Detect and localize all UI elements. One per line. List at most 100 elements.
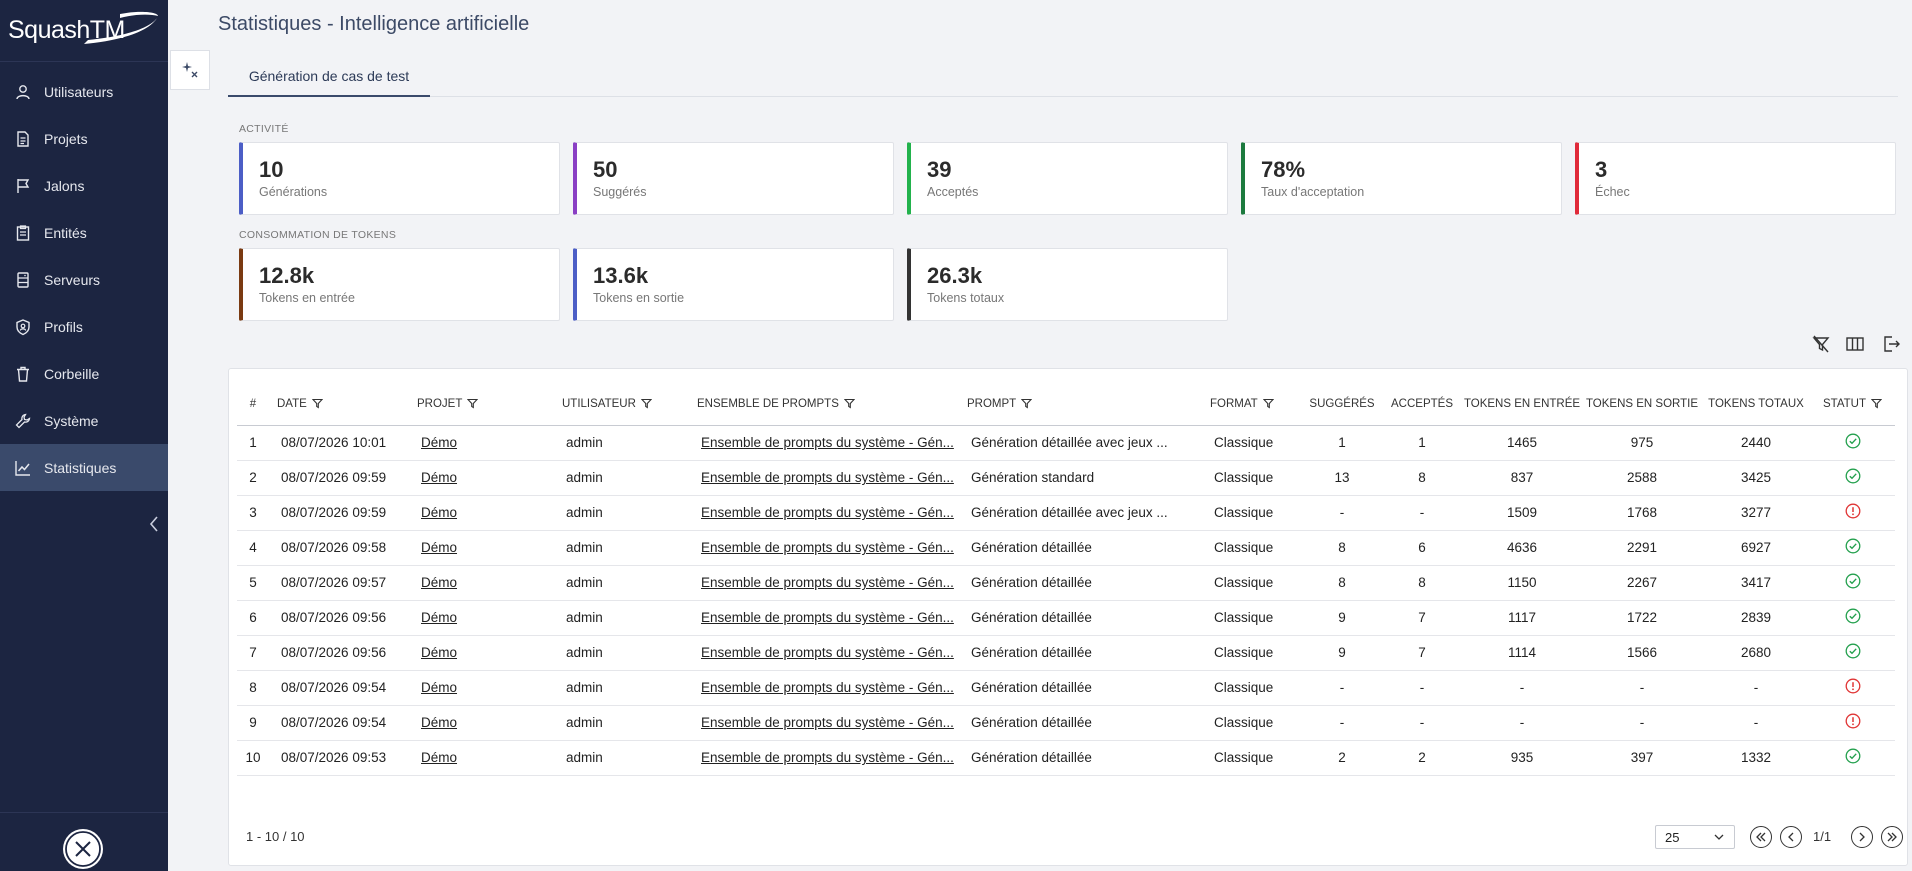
project-link[interactable]: Démo — [421, 575, 458, 590]
card-value: 78% — [1261, 157, 1306, 182]
filter-icon[interactable] — [1021, 398, 1033, 409]
sidebar-item-utilisateurs[interactable]: Utilisateurs — [0, 68, 168, 115]
table-cell: 8 — [1302, 530, 1382, 566]
filter-icon[interactable] — [1262, 398, 1274, 409]
activity-section-label: ACTIVITÉ — [239, 123, 289, 135]
prompt-set-link[interactable]: Ensemble de prompts du système - Gén... — [701, 680, 954, 695]
prompt-set-link[interactable]: Ensemble de prompts du système - Gén... — [701, 540, 954, 555]
table-row[interactable]: 3 08/07/2026 09:59 Démo admin Ensemble de pr… — [237, 495, 1895, 531]
table-cell: Génération détaillée avec jeux ... — [959, 495, 1202, 531]
column-header[interactable]: PROMPT — [959, 383, 1202, 426]
card-label: Suggérés — [593, 185, 647, 199]
date-cell: 08/07/2026 09:56 — [281, 645, 387, 660]
table-cell: Génération détaillée — [959, 530, 1202, 566]
prompt-set-link[interactable]: Ensemble de prompts du système - Gén... — [701, 505, 954, 520]
table-row[interactable]: 9 08/07/2026 09:54 Démo admin Ensemble de pr… — [237, 705, 1895, 741]
project-link[interactable]: Démo — [421, 505, 458, 520]
sidebar-item-corbeille[interactable]: Corbeille — [0, 350, 168, 397]
sidebar-item-serveurs[interactable]: Serveurs — [0, 256, 168, 303]
project-link[interactable]: Démo — [421, 435, 458, 450]
sidebar-item-entites[interactable]: Entités — [0, 209, 168, 256]
collapse-sidebar-icon[interactable] — [148, 514, 160, 534]
project-link[interactable]: Démo — [421, 610, 458, 625]
sidebar-item-profils[interactable]: Profils — [0, 303, 168, 350]
prompt-set-link[interactable]: Ensemble de prompts du système - Gén... — [701, 435, 954, 450]
column-header[interactable]: DATE — [269, 383, 409, 426]
table-cell: 3425 — [1702, 460, 1810, 496]
project-link[interactable]: Démo — [421, 715, 458, 730]
filter-icon[interactable] — [1871, 398, 1882, 409]
sidebar-item-projets[interactable]: Projets — [0, 115, 168, 162]
prompt-set-link[interactable]: Ensemble de prompts du système - Gén... — [701, 715, 954, 730]
first-page-button[interactable] — [1750, 826, 1772, 848]
column-header[interactable]: TOKENS EN SORTIE — [1582, 383, 1702, 426]
tokens-total-cell: 3425 — [1740, 470, 1772, 485]
table-cell: admin — [554, 670, 689, 706]
table-cell: 4 — [237, 530, 269, 566]
table-row[interactable]: 8 08/07/2026 09:54 Démo admin Ensemble de pr… — [237, 670, 1895, 706]
filter-icon[interactable] — [843, 398, 855, 409]
columns-button[interactable] — [1844, 333, 1866, 355]
column-header-label: UTILISATEUR — [562, 397, 636, 410]
chevron-left-icon — [1788, 832, 1794, 842]
filter-icon[interactable] — [640, 398, 652, 409]
previous-page-button[interactable] — [1780, 826, 1802, 848]
trash-icon — [14, 365, 32, 383]
suggested-cell: - — [1339, 715, 1345, 730]
clear-filters-button[interactable] — [1810, 333, 1832, 355]
table-cell: 3 — [237, 495, 269, 531]
project-link[interactable]: Démo — [421, 680, 458, 695]
table-cell: admin — [554, 705, 689, 741]
project-link[interactable]: Démo — [421, 470, 458, 485]
user-cell: admin — [566, 645, 603, 660]
column-header[interactable]: TOKENS TOTAUX — [1702, 383, 1810, 426]
date-cell: 08/07/2026 09:59 — [281, 505, 387, 520]
last-page-button[interactable] — [1881, 826, 1903, 848]
sidebar-item-jalons[interactable]: Jalons — [0, 162, 168, 209]
sidebar-item-systeme[interactable]: Système — [0, 397, 168, 444]
tab-test-case-generation[interactable]: Génération de cas de test — [228, 56, 430, 97]
column-header[interactable]: ACCEPTÉS — [1382, 383, 1462, 426]
sidebar-item-statistiques[interactable]: Statistiques — [0, 444, 168, 491]
export-button[interactable] — [1880, 333, 1902, 355]
project-link[interactable]: Démo — [421, 750, 458, 765]
prompt-set-link[interactable]: Ensemble de prompts du système - Gén... — [701, 610, 954, 625]
table-cell: 8 — [1302, 565, 1382, 601]
column-header[interactable]: STATUT — [1810, 383, 1895, 426]
project-link[interactable]: Démo — [421, 645, 458, 660]
date-cell: 08/07/2026 09:53 — [281, 750, 387, 765]
close-button[interactable] — [63, 829, 103, 869]
prompt-set-link[interactable]: Ensemble de prompts du système - Gén... — [701, 470, 954, 485]
column-header[interactable]: ENSEMBLE DE PROMPTS — [689, 383, 959, 426]
column-header[interactable]: # — [237, 383, 269, 426]
next-page-button[interactable] — [1851, 826, 1873, 848]
table-row[interactable]: 4 08/07/2026 09:58 Démo admin Ensemble de pr… — [237, 530, 1895, 566]
card-value: 13.6k — [593, 263, 649, 288]
table-row[interactable]: 6 08/07/2026 09:56 Démo admin Ensemble de pr… — [237, 600, 1895, 636]
column-header[interactable]: TOKENS EN ENTRÉE — [1462, 383, 1582, 426]
card-value: 10 — [259, 157, 284, 182]
project-link[interactable]: Démo — [421, 540, 458, 555]
column-header[interactable]: SUGGÉRÉS — [1302, 383, 1382, 426]
filter-off-icon — [1812, 335, 1830, 353]
page-size-select[interactable]: 25 — [1655, 825, 1735, 849]
column-header[interactable]: PROJET — [409, 383, 554, 426]
table-row[interactable]: 10 08/07/2026 09:53 Démo admin Ensemble de p… — [237, 740, 1895, 776]
table-row[interactable]: 1 08/07/2026 10:01 Démo admin Ensemble de pr… — [237, 425, 1895, 461]
prompt-set-link[interactable]: Ensemble de prompts du système - Gén... — [701, 750, 954, 765]
column-header[interactable]: UTILISATEUR — [554, 383, 689, 426]
tokens-out-cell: 1722 — [1626, 610, 1658, 625]
table-row[interactable]: 7 08/07/2026 09:56 Démo admin Ensemble de pr… — [237, 635, 1895, 671]
table-row[interactable]: 5 08/07/2026 09:57 Démo admin Ensemble de pr… — [237, 565, 1895, 601]
status-cell — [1810, 495, 1895, 531]
column-header[interactable]: FORMAT — [1202, 383, 1302, 426]
prompt-set-link[interactable]: Ensemble de prompts du système - Gén... — [701, 645, 954, 660]
filter-icon[interactable] — [467, 398, 479, 409]
table-cell: Classique — [1202, 635, 1302, 671]
app-logo[interactable]: SquashTM — [0, 0, 168, 62]
table-cell: 9 — [1302, 600, 1382, 636]
table-row[interactable]: 2 08/07/2026 09:59 Démo admin Ensemble de pr… — [237, 460, 1895, 496]
filter-icon[interactable] — [311, 398, 323, 409]
ai-sparkle-button[interactable] — [170, 50, 210, 90]
prompt-set-link[interactable]: Ensemble de prompts du système - Gén... — [701, 575, 954, 590]
